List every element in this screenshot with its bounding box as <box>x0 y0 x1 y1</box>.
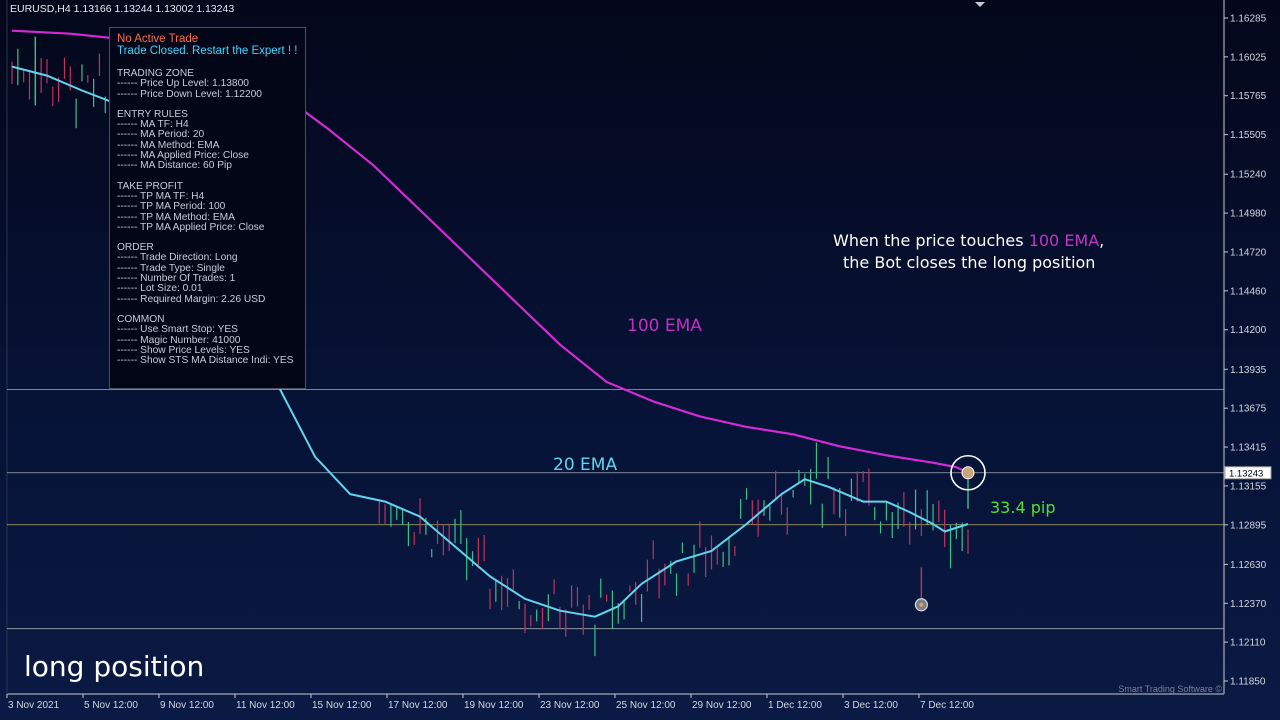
section-row: ------ Trade Type: Single <box>117 262 225 274</box>
time-tick-label: 3 Dec 12:00 <box>844 700 898 711</box>
section-row: ------ Price Up Level: 1.13800 <box>117 78 249 90</box>
section-row: ------ Required Margin: 2.26 USD <box>117 293 266 305</box>
settings-section: TAKE PROFIT ------ TP MA TF: H4 ------ TP … <box>117 180 305 233</box>
price-tick-label: 1.15765 <box>1230 91 1267 102</box>
close-rule-note: When the price touches 100 EMA, the Bot … <box>833 230 1104 274</box>
price-tick-label: 1.12630 <box>1230 560 1267 571</box>
note-line2: the Bot closes the long position <box>843 253 1096 272</box>
section-title: TAKE PROFIT <box>117 180 184 192</box>
close-highlight-circle <box>950 454 986 491</box>
time-tick-label: 25 Nov 12:00 <box>616 700 676 711</box>
trade-closed-status: Trade Closed. Restart the Expert ! ! <box>117 45 298 57</box>
section-row: ------ Lot Size: 0.01 <box>117 283 203 295</box>
price-tick-label: 1.13415 <box>1230 443 1267 454</box>
time-tick-label: 19 Nov 12:00 <box>464 700 524 711</box>
time-tick-label: 7 Dec 12:00 <box>920 700 974 711</box>
time-tick-label: 1 Dec 12:00 <box>768 700 822 711</box>
section-row: ------ MA Distance: 60 Pip <box>117 160 232 172</box>
note-text: When the price touches <box>833 231 1029 250</box>
price-tick-label: 1.16025 <box>1230 52 1267 63</box>
expert-info-panel: No Active Trade Trade Closed. Restart th… <box>109 27 306 389</box>
candles <box>11 48 969 657</box>
section-title: TRADING ZONE <box>117 68 194 79</box>
section-row: ------ TP MA TF: H4 <box>117 190 205 202</box>
section-row: ------ MA Applied Price: Close <box>117 150 249 162</box>
time-tick-label: 9 Nov 12:00 <box>160 700 214 711</box>
price-tick-label: 1.11850 <box>1230 677 1266 688</box>
time-tick-label: 3 Nov 2021 <box>8 700 60 711</box>
section-row: ------ Show Price Levels: YES <box>117 344 250 356</box>
section-title: ORDER <box>117 242 154 254</box>
price-tick-label: 1.14980 <box>1230 209 1267 220</box>
time-tick-label: 29 Nov 12:00 <box>692 700 752 711</box>
settings-sections: TRADING ZONE ------ Price Up Level: 1.138… <box>117 68 305 367</box>
section-title: ENTRY RULES <box>117 108 188 120</box>
price-tick-label: 1.12895 <box>1230 520 1267 531</box>
price-tick-label: 1.12110 <box>1230 638 1266 649</box>
ema100-label: 100 EMA <box>627 316 702 336</box>
time-tick-label: 17 Nov 12:00 <box>388 700 448 711</box>
current-price-tag <box>1224 466 1272 480</box>
note-comma: , <box>1099 231 1105 250</box>
section-row: ------ Trade Direction: Long <box>117 252 238 264</box>
time-tick-label: 5 Nov 12:00 <box>84 700 138 711</box>
time-tick-label: 11 Nov 12:00 <box>236 700 295 711</box>
caption: long position <box>24 650 205 683</box>
price-tick-label: 1.14460 <box>1230 286 1267 297</box>
price-tick-label: 1.15505 <box>1230 130 1267 141</box>
price-tick-label: 1.13935 <box>1230 365 1267 376</box>
no-active-trade-status: No Active Trade <box>117 33 199 45</box>
current-price-label: 1.13243 <box>1229 468 1263 479</box>
time-tick-label: 15 Nov 12:00 <box>312 700 372 711</box>
pip-label: 33.4 pip <box>990 498 1056 517</box>
section-title: COMMON <box>117 313 165 325</box>
price-tick-label: 1.15240 <box>1230 170 1267 181</box>
chart-shift-icon <box>975 2 985 7</box>
time-tick-label: 23 Nov 12:00 <box>540 700 600 711</box>
symbol-header: EURUSD,H4 1.13166 1.13244 1.13002 1.1324… <box>10 3 235 15</box>
section-row: ------ MA Method: EMA <box>117 139 220 151</box>
price-tick-label: 1.14720 <box>1230 247 1267 258</box>
section-row: ------ Number Of Trades: 1 <box>117 273 236 285</box>
price-tick-label: 1.12370 <box>1230 599 1267 610</box>
section-row: ------ MA TF: H4 <box>117 119 189 131</box>
section-row: ------ TP MA Period: 100 <box>117 201 226 213</box>
watermark: Smart Trading Software © <box>1118 684 1222 694</box>
price-tick-label: 1.16285 <box>1230 14 1267 25</box>
settings-section: TRADING ZONE ------ Price Up Level: 1.138… <box>117 68 305 100</box>
ema20-label: 20 EMA <box>553 455 618 475</box>
price-tick-label: 1.14200 <box>1230 325 1267 336</box>
section-row: ------ TP MA Method: EMA <box>117 211 235 223</box>
section-row: ------ Magic Number: 41000 <box>117 334 241 346</box>
entry-marker-dot <box>919 602 924 607</box>
settings-section: ORDER ------ Trade Direction: Long ------ … <box>117 242 305 305</box>
settings-section: ENTRY RULES ------ MA TF: H4 ------ MA Per… <box>117 108 305 172</box>
section-row: ------ Use Smart Stop: YES <box>117 324 238 336</box>
section-row: ------ Show STS MA Distance Indi: YES <box>117 355 294 367</box>
price-tick-label: 1.13155 <box>1230 481 1267 492</box>
close-marker-icon <box>961 466 975 480</box>
section-row: ------ Price Down Level: 1.12200 <box>117 88 262 100</box>
section-row: ------ MA Period: 20 <box>117 129 205 141</box>
note-ema-highlight: 100 EMA <box>1028 231 1100 250</box>
price-tick-label: 1.13675 <box>1230 404 1267 415</box>
settings-section: COMMON ------ Use Smart Stop: YES ------ M… <box>117 313 305 367</box>
section-row: ------ TP MA Applied Price: Close <box>117 221 265 233</box>
